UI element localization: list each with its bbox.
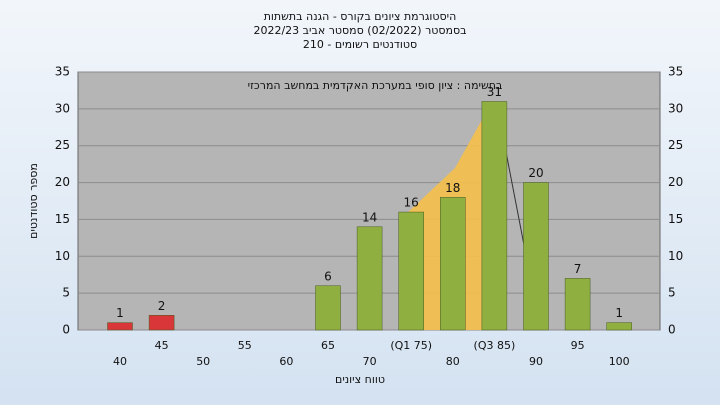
data-label: 1 [615,306,623,320]
x-tick-label: 80 [446,355,460,368]
x-tick-label: (Q3 85) [474,339,516,352]
x-tick-label: 65 [321,339,335,352]
data-label: 16 [404,196,419,210]
y-tick-label: 35 [55,65,70,79]
data-label: 18 [445,181,460,195]
y-tick-label: 15 [55,212,70,226]
y2-tick-label: 20 [668,175,683,189]
bar [107,322,133,331]
data-label: 1 [116,306,124,320]
x-tick-label: 70 [363,355,377,368]
bar [398,211,424,331]
data-label: 20 [528,166,543,180]
y-tick-label: 30 [55,101,70,115]
bar [356,226,383,331]
annotation: בחשימה : ציון סופי במערכת האקדמית במחשב … [248,79,503,92]
x-tick-label: 60 [279,355,293,368]
y2-tick-label: 10 [668,249,683,263]
y-tick-label: 10 [55,249,70,263]
y2-tick-label: 25 [668,138,683,152]
bar [440,197,466,331]
x-tick-label: (Q1 75) [390,339,432,352]
x-tick-label: 95 [571,339,585,352]
y2-tick-label: 15 [668,212,683,226]
data-label: 2 [158,299,166,313]
chart-subtitle: בסמסטר (02/2022) סמסטר אביב 2022/23 [253,24,466,37]
x-tick-label: 40 [113,355,127,368]
data-label: 31 [487,85,502,99]
y2-tick-label: 35 [668,65,683,79]
y-tick-label: 25 [55,138,70,152]
data-label: 7 [574,262,582,276]
x-tick-label: 100 [609,355,630,368]
x-tick-label: 55 [238,339,252,352]
x-tick-label: 50 [196,355,210,368]
y-tick-label: 0 [62,323,70,337]
y2-tick-label: 0 [668,323,676,337]
y2-tick-label: 30 [668,101,683,115]
x-tick-label: 45 [155,339,169,352]
overlay-line [505,151,525,246]
chart-title: היסטוגרמת ציונים בקורס - הגנה בתשתות [264,10,457,23]
bar [148,315,175,331]
y-tick-label: 20 [55,175,70,189]
data-label: 6 [324,269,332,283]
bar [606,322,632,331]
bar [564,278,591,331]
y-tick-label: 5 [62,286,70,300]
bar [315,285,341,331]
x-tick-label: 90 [529,355,543,368]
bar [523,182,549,331]
y-axis-label: מספר סטודנטים [27,163,40,239]
y2-tick-label: 5 [668,286,676,300]
x-axis-label: טווח ציונים [335,373,385,386]
bar [481,101,508,331]
data-label: 14 [362,210,377,224]
chart-subtitle: סטודנטים רשומים - 210 [303,38,417,51]
